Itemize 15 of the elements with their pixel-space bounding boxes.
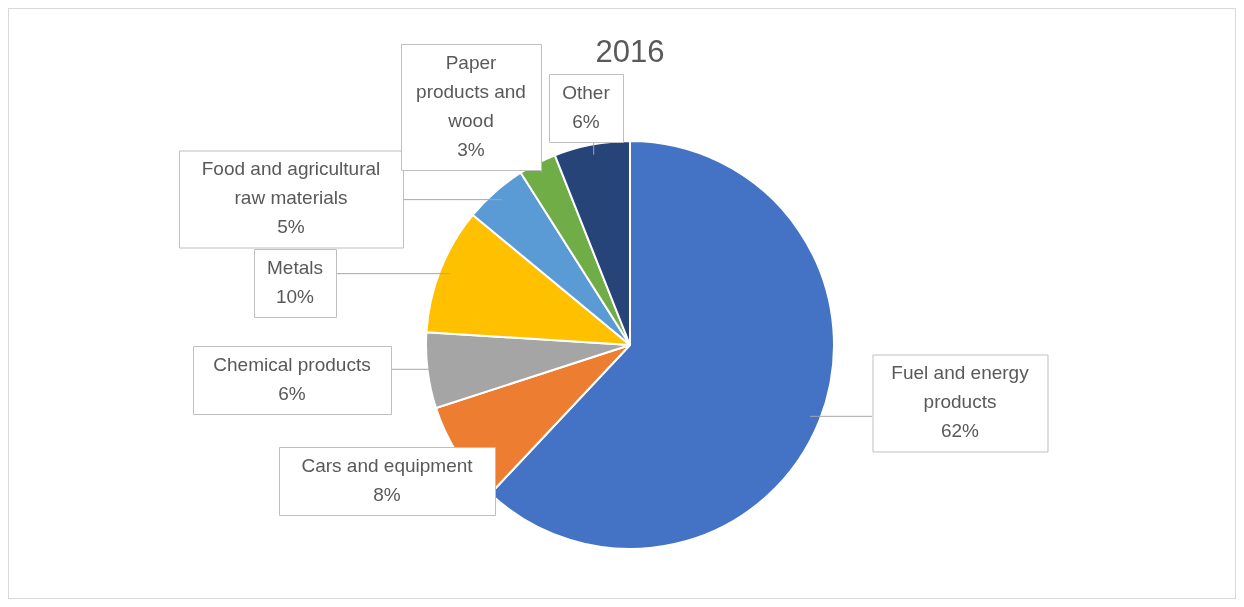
data-label: 6%	[278, 382, 306, 404]
slice-label: Paper products and wood	[416, 51, 526, 131]
data-label: 5%	[277, 216, 305, 238]
slice-label: Food and agricultural raw materials	[201, 158, 381, 209]
slice-label: Metals	[267, 256, 323, 278]
slice-label: Chemical products	[213, 353, 371, 375]
data-label: 62%	[940, 420, 980, 442]
slice-label: Fuel and energy products	[891, 362, 1030, 413]
data-label: 8%	[373, 483, 401, 505]
chart-title: 2016	[595, 33, 665, 69]
data-label: 6%	[572, 110, 600, 132]
data-label: 10%	[275, 285, 315, 307]
slice-label: Other	[562, 81, 611, 103]
slice-label: Cars and equipment	[301, 454, 474, 476]
data-label: 3%	[457, 138, 485, 160]
